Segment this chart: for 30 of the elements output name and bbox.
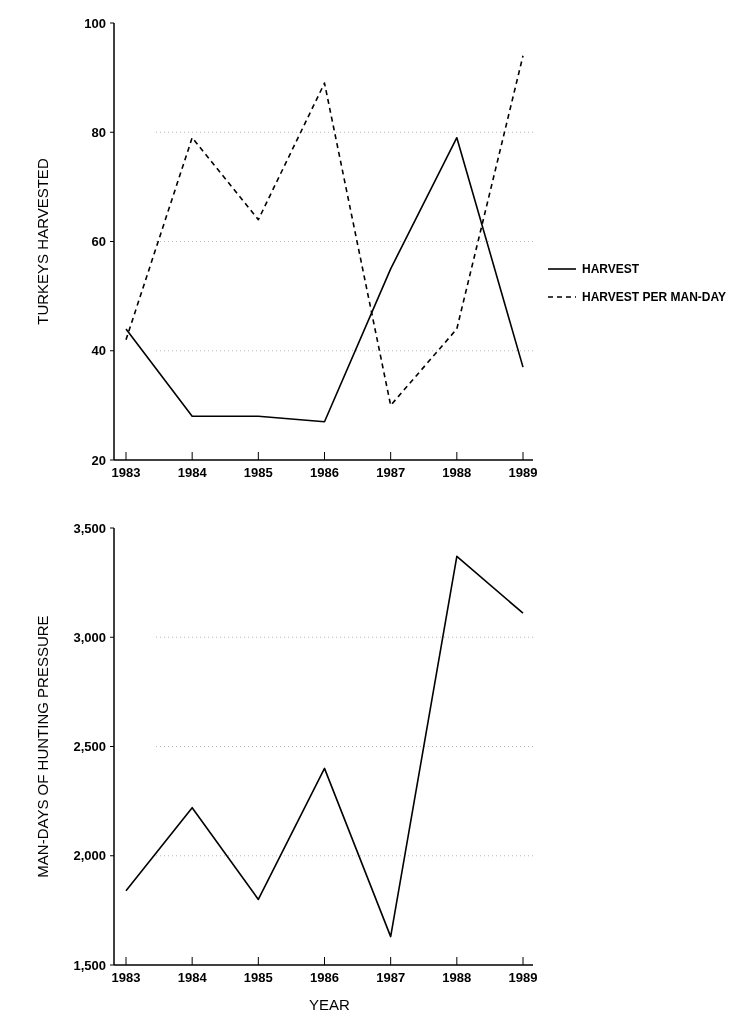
x-tick-label: 1986 <box>310 970 339 985</box>
x-tick-label: 1985 <box>243 970 273 985</box>
x-axis-title: YEAR <box>309 996 351 1013</box>
y-axis-title: TURKEYS HARVESTED <box>34 158 51 325</box>
x-tick-label: 1989 <box>508 970 538 985</box>
y-tick-label: 60 <box>91 234 106 250</box>
x-tick-label: 1984 <box>177 465 208 480</box>
legend-label: HARVEST PER MAN-DAY <box>582 290 727 304</box>
x-tick-label: 1983 <box>111 970 141 985</box>
y-tick-label: 20 <box>91 452 106 468</box>
y-tick-label: 3,000 <box>73 629 106 645</box>
x-tick-label: 1988 <box>442 970 472 985</box>
y-tick-label: 2,000 <box>73 848 106 864</box>
y-tick-label: 3,500 <box>73 520 106 536</box>
y-tick-label: 40 <box>91 343 106 359</box>
y-tick-label: 80 <box>91 124 106 140</box>
x-tick-label: 1985 <box>243 465 273 480</box>
x-tick-label: 1983 <box>111 465 141 480</box>
y-tick-label: 1,500 <box>73 957 106 973</box>
y-axis-title: MAN-DAYS OF HUNTING PRESSURE <box>34 615 51 878</box>
x-tick-label: 1984 <box>177 970 208 985</box>
y-tick-label: 2,500 <box>73 739 106 755</box>
x-tick-label: 1989 <box>508 465 538 480</box>
x-tick-label: 1987 <box>376 970 406 985</box>
x-tick-label: 1987 <box>376 465 406 480</box>
x-tick-label: 1986 <box>310 465 339 480</box>
line-series <box>125 555 524 938</box>
y-tick-label: 100 <box>84 15 106 31</box>
x-tick-label: 1988 <box>442 465 472 480</box>
legend-label: HARVEST <box>582 262 640 276</box>
